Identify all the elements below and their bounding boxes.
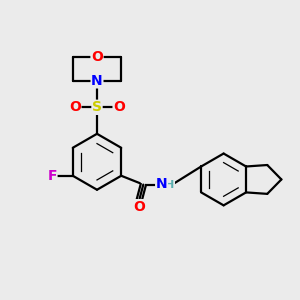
Text: O: O bbox=[113, 100, 125, 114]
Text: S: S bbox=[92, 100, 102, 114]
Text: F: F bbox=[47, 169, 57, 183]
Text: O: O bbox=[133, 200, 145, 214]
Text: O: O bbox=[91, 50, 103, 64]
Text: H: H bbox=[165, 180, 174, 190]
Text: O: O bbox=[69, 100, 81, 114]
Text: N: N bbox=[156, 177, 167, 191]
Text: N: N bbox=[91, 74, 103, 88]
